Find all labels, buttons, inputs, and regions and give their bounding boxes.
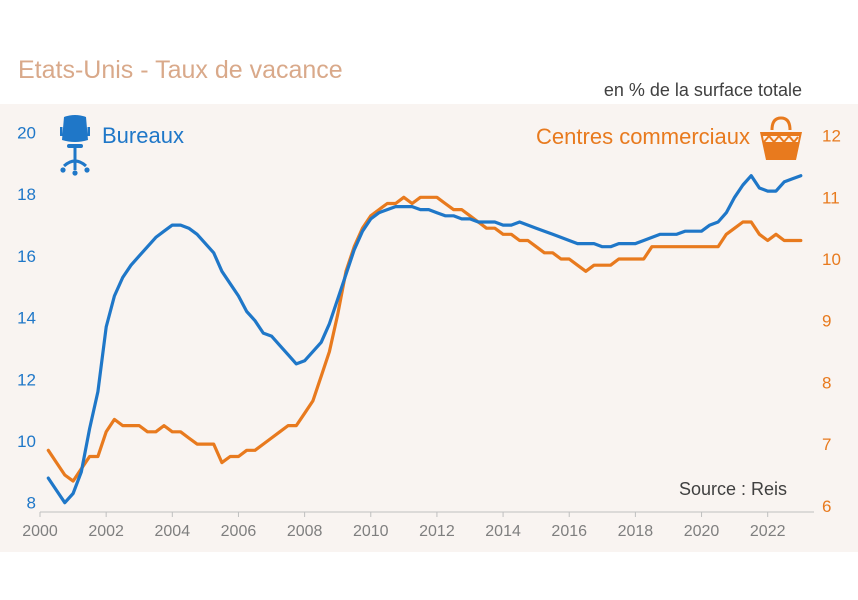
x-tick-label: 2014: [485, 523, 521, 540]
x-tick-label: 2000: [22, 523, 58, 540]
y-right-tick-label: 8: [822, 373, 831, 392]
series-line-centres-commerciaux: [46, 195, 803, 483]
y-right-tick-label: 12: [822, 127, 841, 146]
y-left-tick-label: 10: [17, 432, 36, 451]
x-tick-label: 2002: [88, 523, 124, 540]
y-right-tick-label: 10: [822, 250, 841, 269]
y-right-tick-label: 9: [822, 312, 831, 331]
office-chair-icon: [60, 115, 90, 176]
series-layer: [46, 174, 803, 505]
axes-layer: 2000 2002 2004 2006 2008 2010 2012 2014 2016 2018…: [17, 124, 841, 540]
x-tick-label: 2004: [155, 523, 191, 540]
legend-malls-label: Centres commerciaux: [536, 124, 750, 149]
y-right-tick-label: 7: [822, 435, 831, 454]
y-right-tick-label: 6: [822, 497, 831, 516]
y-left-tick-label: 20: [17, 124, 36, 143]
x-tick-label: 2018: [618, 523, 654, 540]
x-tick-label: 2008: [287, 523, 323, 540]
y-left-tick-label: 16: [17, 247, 36, 266]
series-line-bureaux: [46, 174, 803, 505]
y-right-tick-label: 11: [822, 188, 840, 207]
source-note: Source : Reis: [679, 479, 787, 499]
x-tick-label: 2010: [353, 523, 389, 540]
y-left-tick-label: 18: [17, 185, 36, 204]
chart-subtitle: en % de la surface totale: [603, 80, 802, 100]
x-tick-label: 2012: [419, 523, 455, 540]
x-tick-label: 2020: [684, 523, 720, 540]
y-left-tick-label: 14: [17, 309, 36, 328]
y-left-tick-label: 8: [27, 494, 36, 513]
line-chart: 2000 2002 2004 2006 2008 2010 2012 2014 2016 2018…: [17, 115, 841, 540]
x-tick-label: 2006: [221, 523, 257, 540]
plot-area: 2000 2002 2004 2006 2008 2010 2012 2014 2016 2018…: [0, 104, 858, 552]
shopping-bag-icon: [760, 116, 802, 160]
x-tick-label: 2022: [750, 523, 786, 540]
chart-title: Etats-Unis - Taux de vacance: [18, 56, 343, 84]
x-tick-label: 2016: [551, 523, 587, 540]
legend-offices-label: Bureaux: [102, 123, 184, 148]
y-left-tick-label: 12: [17, 370, 36, 389]
